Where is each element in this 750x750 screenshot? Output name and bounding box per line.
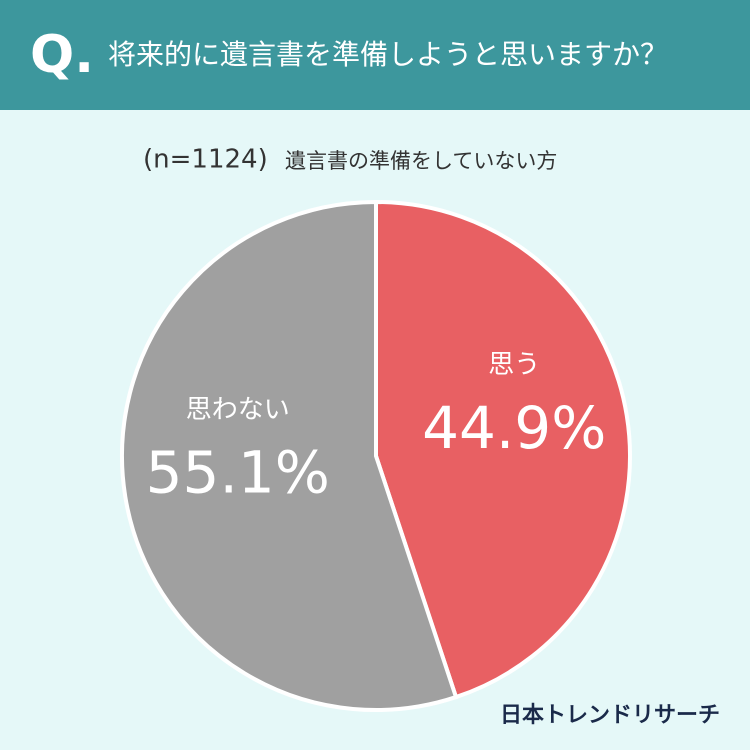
question-marker: Q.: [30, 25, 94, 85]
value-label: 55.1%: [146, 438, 330, 506]
pie-slice: [374, 199, 632, 700]
slice-label: 思う: [488, 350, 540, 380]
source: 日本トレンドリサーチ: [500, 703, 720, 728]
slice-label: 思わない: [186, 395, 290, 425]
value-label: 44.9%: [422, 394, 606, 462]
pie-slice: [120, 199, 459, 712]
header-bar: [0, 0, 750, 110]
sample-size: (n=1124): [143, 145, 268, 175]
chart-title: 将来的に遺言書を準備しようと思いますか？: [108, 38, 668, 71]
pie: 思う 44.9% 思わない 55.1%: [120, 199, 632, 712]
subtitle: 遺言書の準備をしていない方: [285, 149, 557, 173]
